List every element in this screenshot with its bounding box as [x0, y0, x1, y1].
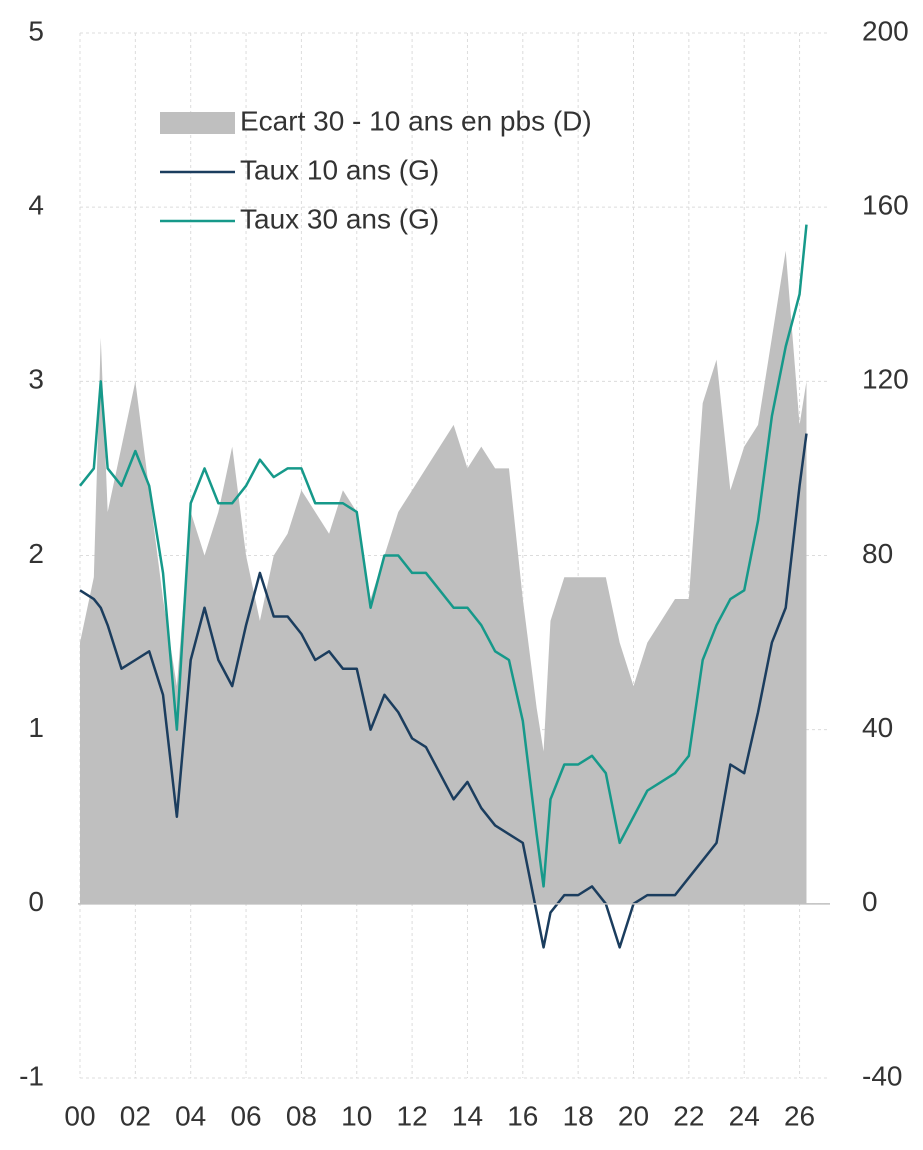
- y2-tick-label: 160: [862, 190, 909, 221]
- area: [80, 250, 807, 904]
- legend-swatch: [160, 112, 235, 134]
- x-tick-label: 26: [784, 1100, 815, 1131]
- y-tick-label: 5: [28, 15, 44, 46]
- y-tick-label: 1: [28, 712, 44, 743]
- x-tick-label: 18: [563, 1100, 594, 1131]
- x-tick-label: 16: [507, 1100, 538, 1131]
- y-tick-label: -1: [19, 1060, 44, 1091]
- y2-tick-label: 120: [862, 364, 909, 395]
- x-tick-label: 12: [397, 1100, 428, 1131]
- y-tick-label: 2: [28, 538, 44, 569]
- x-tick-label: 08: [286, 1100, 317, 1131]
- y2-tick-label: 80: [862, 538, 893, 569]
- y2-tick-label: 200: [862, 15, 909, 46]
- x-tick-label: 20: [618, 1100, 649, 1131]
- x-tick-label: 14: [452, 1100, 483, 1131]
- y2-tick-label: -40: [862, 1060, 902, 1091]
- y2-tick-label: 0: [862, 886, 878, 917]
- legend-label: Taux 10 ans (G): [240, 154, 439, 185]
- y2-tick-label: 40: [862, 712, 893, 743]
- x-tick-label: 22: [673, 1100, 704, 1131]
- y-tick-label: 0: [28, 886, 44, 917]
- line: [79, 433, 808, 949]
- x-tick-label: 02: [120, 1100, 151, 1131]
- y-tick-label: 4: [28, 190, 44, 221]
- legend-label: Ecart 30 - 10 ans en pbs (D): [240, 105, 592, 136]
- x-tick-label: 06: [230, 1100, 261, 1131]
- legend-label: Taux 30 ans (G): [240, 203, 439, 234]
- x-tick-label: 04: [175, 1100, 206, 1131]
- x-tick-label: 00: [64, 1100, 95, 1131]
- x-tick-label: 24: [729, 1100, 760, 1131]
- y-tick-label: 3: [28, 364, 44, 395]
- line: [79, 224, 808, 888]
- x-tick-label: 10: [341, 1100, 372, 1131]
